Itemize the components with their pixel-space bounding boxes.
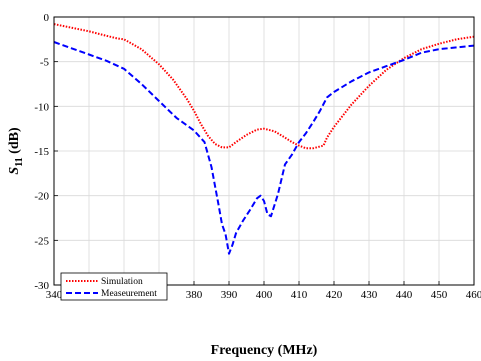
y-tick-label: -20: [34, 191, 49, 203]
legend-label-simulation: Simulation: [101, 277, 143, 287]
x-tick-label: 430: [361, 289, 378, 301]
y-axis-title-sub: 11: [14, 157, 25, 166]
y-tick-label: -25: [34, 235, 49, 247]
x-tick-label: 340: [46, 289, 63, 301]
y-tick-label: -10: [34, 101, 49, 113]
y-tick-label: 0: [44, 12, 50, 24]
y-axis-title: S11 (dB): [7, 127, 25, 175]
x-tick-label: 390: [221, 289, 238, 301]
y-tick-label: -15: [34, 146, 49, 158]
y-axis-title-unit: (dB): [7, 127, 22, 157]
y-tick-label: -30: [34, 280, 49, 292]
y-tick-label: -5: [40, 57, 50, 69]
x-tick-label: 440: [396, 289, 413, 301]
series-group: [53, 23, 475, 255]
x-tick-label: 420: [326, 289, 343, 301]
legend-label-measurement: Measeurement: [101, 289, 157, 299]
x-tick-label: 450: [431, 289, 448, 301]
x-axis-title: Frequency (MHz): [211, 343, 318, 358]
x-tick-label: 460: [466, 289, 481, 301]
legend-box: [60, 272, 168, 301]
x-tick-label: 380: [186, 289, 203, 301]
legend: Simulation Measeurement: [60, 272, 168, 301]
y-axis-title-main: S: [7, 167, 22, 175]
x-tick-label: 400: [256, 289, 273, 301]
x-tick-label: 410: [291, 289, 308, 301]
series-line-measurement: [53, 41, 475, 255]
